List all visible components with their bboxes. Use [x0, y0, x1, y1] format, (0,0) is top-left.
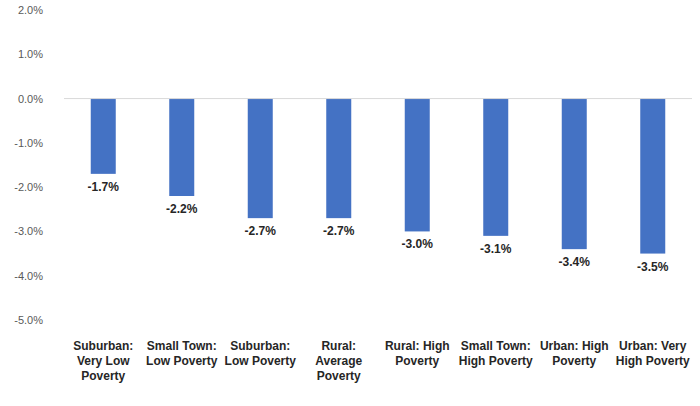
data-label: -3.0%: [402, 237, 434, 251]
data-label: -3.5%: [637, 260, 669, 274]
chart: -5.0% -4.0% -3.0% -2.0% -1.0% 0.0% 1.0% 2.0% -1.…: [0, 0, 700, 406]
tick-label: -1.0%: [14, 137, 43, 149]
category-label: Urban: HighPoverty: [540, 339, 609, 368]
data-label: -2.2%: [166, 202, 198, 216]
tick-label: 0.0%: [18, 93, 43, 105]
tick-label: -2.0%: [14, 181, 43, 193]
bar: [562, 99, 587, 250]
data-label: -2.7%: [323, 224, 355, 238]
axis-line: [64, 98, 692, 99]
tick-label: -3.0%: [14, 225, 43, 237]
tick-label: 1.0%: [18, 48, 43, 60]
category-label: Suburban:Low Poverty: [225, 339, 297, 368]
tick-label: -4.0%: [14, 270, 43, 282]
bar: [248, 99, 273, 219]
data-label: -3.4%: [559, 255, 591, 269]
y-axis: -5.0% -4.0% -3.0% -2.0% -1.0% 0.0% 1.0% 2.0%: [14, 4, 61, 326]
bar: [169, 99, 194, 196]
category-label: Suburban:Very LowPoverty: [73, 339, 133, 383]
category-label: Rural:AveragePoverty: [315, 339, 362, 383]
tick-label: 2.0%: [18, 4, 43, 16]
bar: [640, 99, 665, 254]
bar: [91, 99, 116, 174]
bar: [405, 99, 430, 232]
bar: [483, 99, 508, 236]
data-label: -1.7%: [88, 180, 120, 194]
bars: [91, 99, 666, 254]
tick-label: -5.0%: [14, 314, 43, 326]
category-label: Small Town:Low Poverty: [146, 339, 218, 368]
category-label: Urban: VeryHigh Poverty: [616, 339, 690, 368]
category-label: Rural: HighPoverty: [385, 339, 450, 368]
data-labels: -1.7% -2.2% -2.7% -2.7% -3.0% -3.1% -3.4% -3.5%: [88, 180, 669, 274]
category-label: Small Town:High Poverty: [459, 339, 533, 368]
bar: [326, 99, 351, 219]
x-axis: Suburban:Very LowPoverty Small Town:Low P…: [73, 339, 690, 383]
data-label: -2.7%: [245, 224, 277, 238]
data-label: -3.1%: [480, 242, 512, 256]
